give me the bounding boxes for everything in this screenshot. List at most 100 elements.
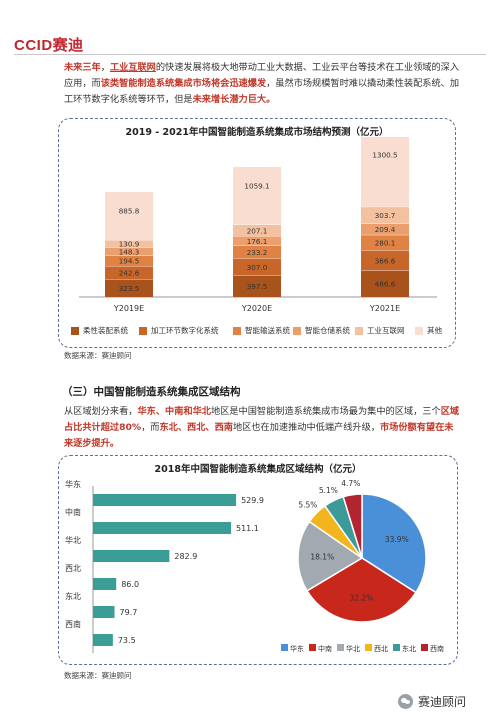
slice-label: 33.9% (385, 535, 409, 544)
data-label: 207.1 (247, 226, 268, 235)
pie-slice (342, 493, 363, 559)
legend-swatch (421, 644, 428, 651)
section-heading: （三）中国智能制造系统集成区域结构 (62, 386, 241, 398)
legend-swatch (293, 326, 301, 335)
bar-segment (105, 240, 153, 248)
bar-segment (361, 250, 409, 271)
region-span-7: 地区也在加速推动中低端产线升级， (233, 422, 380, 433)
slice-label: 4.7% (341, 479, 360, 488)
bar-segment (233, 245, 281, 259)
slice-label: 18.1% (310, 553, 334, 562)
legend-label: 中南 (318, 644, 332, 653)
legend-swatch (139, 326, 147, 335)
wechat-name: 赛迪顾问 (418, 695, 467, 709)
data-label: 194.5 (119, 257, 140, 266)
bar-segment (105, 279, 153, 297)
data-label: 307.0 (247, 263, 268, 272)
logo: CCID赛迪 (14, 34, 84, 55)
bar (93, 522, 231, 534)
wechat-account: 赛迪顾问 (398, 693, 466, 710)
slice-label: 5.5% (298, 501, 317, 510)
pie-slice (306, 557, 417, 623)
legend-swatch (415, 326, 423, 335)
legend-swatch (281, 644, 288, 651)
bar (93, 578, 117, 590)
legend-item: 智能输送系统 (233, 325, 290, 336)
data-label: 280.1 (375, 239, 396, 248)
region-span-3: 地区是中国智能制造系统集成市场最为集中的区域，三个 (211, 406, 441, 417)
intro-span-3: 工业互联网 (109, 62, 156, 73)
data-label: 366.6 (375, 256, 396, 265)
intro-span-4: 的快速发展将极大地带动工业大数据、工业云平台等技术在工业领域的深入应用，而 (64, 62, 460, 89)
data-label: 130.9 (119, 240, 140, 249)
bar (93, 494, 237, 506)
bar (93, 634, 113, 646)
slice-label: 5.1% (319, 486, 338, 495)
bar-segment (361, 137, 409, 207)
data-label: 209.4 (375, 225, 396, 234)
data-label: 1300.5 (372, 151, 397, 160)
legend-label: 华北 (346, 644, 360, 653)
legend-label: 智能仓储系统 (305, 326, 350, 335)
region-chart-source: 数据来源：赛迪顾问 (64, 671, 132, 680)
category-label: 华北 (65, 535, 81, 545)
data-label: 397.5 (247, 282, 268, 291)
data-label: 323.5 (119, 284, 140, 293)
bar-segment (361, 223, 409, 235)
data-label: 529.9 (241, 496, 264, 505)
region-span-6: 东北、西北、西南 (159, 422, 234, 433)
category-label: 西北 (65, 564, 81, 573)
data-label: 282.9 (174, 552, 197, 561)
intro-span-6: ，虽然市场规模暂时难以撬动柔性装配系统、加工环节数字化系统等环节，但是 (64, 78, 460, 105)
region-chart-title: 2018年中国智能制造系统集成区域结构（亿元） (154, 464, 362, 475)
legend-label: 西南 (430, 644, 444, 653)
category-label: 西南 (65, 619, 81, 629)
data-label: 233.2 (247, 248, 268, 257)
category-label: 东北 (65, 591, 81, 601)
wechat-icon (398, 694, 413, 709)
legend-label: 其他 (427, 326, 442, 335)
category-label: Y2020E (241, 304, 272, 313)
legend-item: 其他 (415, 325, 442, 336)
legend-label: 智能输送系统 (245, 326, 290, 335)
bar-segment (361, 206, 409, 224)
legend-swatch (309, 644, 316, 651)
category-label: Y2021E (369, 304, 400, 313)
bar-segment (233, 275, 281, 297)
data-label: 511.1 (236, 524, 259, 533)
legend-swatch (365, 644, 372, 651)
legend-item: 加工环节数字化系统 (139, 325, 219, 336)
region-span-2: 华东、中南和华北 (137, 406, 212, 417)
data-label: 176.1 (247, 237, 268, 246)
legend-swatch (71, 326, 79, 335)
legend-item: 工业互联网 (355, 325, 405, 336)
region-span-8: 市场份额有望在未来逐步提升。 (64, 422, 454, 449)
data-label: 148.3 (119, 247, 140, 256)
intro-span-7: 未来增长潜力巨大。 (192, 94, 276, 105)
data-label: 1059.1 (244, 182, 269, 191)
region-span-4: 区域占比共计超过80% (64, 406, 460, 433)
bar-segment (105, 265, 153, 280)
legend-swatch (393, 644, 400, 651)
region-chart-box: 2018年中国智能制造系统集成区域结构（亿元） 华东 529.9 中南 511.1 华北… (58, 455, 458, 665)
data-label: 86.0 (121, 580, 139, 589)
legend-label: 柔性装配系统 (83, 326, 128, 335)
region-paragraph: 从区域划分来看，华东、中南和华北地区是中国智能制造系统集成市场最为集中的区域，三… (64, 404, 462, 452)
header-divider (14, 54, 486, 55)
stacked-chart-source: 数据来源：赛迪顾问 (64, 351, 132, 360)
legend-swatch (233, 326, 241, 335)
bar-segment (105, 191, 153, 241)
data-label: 303.7 (375, 211, 396, 220)
intro-paragraph: 未来三年，工业互联网的快速发展将极大地带动工业大数据、工业云平台等技术在工业领域… (64, 60, 462, 108)
legend-item: 智能仓储系统 (293, 325, 350, 336)
legend-label: 工业互联网 (367, 326, 405, 335)
data-label: 79.7 (120, 608, 138, 617)
bar (93, 550, 170, 562)
region-pie-chart: 33.9% 32.2% 18.1% 5.5%5.1%4.7% 华东 中南 华北 西北 东北 西南 (281, 479, 444, 653)
bar-segment (361, 234, 409, 251)
bar-segment (233, 258, 281, 276)
legend-label: 东北 (402, 644, 416, 653)
legend-label: 华东 (290, 644, 304, 653)
bar (93, 606, 115, 618)
